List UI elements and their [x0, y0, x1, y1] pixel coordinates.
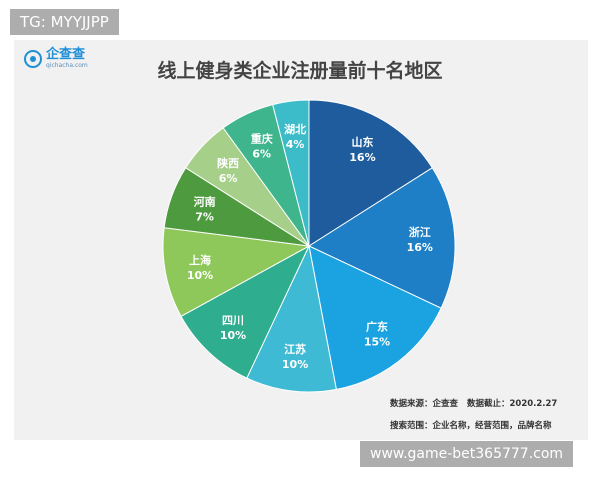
pie-slice-0 — [308, 99, 433, 247]
logo-url: qichacha.com — [46, 62, 88, 69]
slice-value-3: 10% — [282, 358, 308, 371]
slice-value-7: 6% — [219, 172, 238, 185]
slice-label-5: 上海 10% — [187, 253, 213, 282]
watermark-top: TG: MYYJJPP — [10, 9, 119, 35]
date-label: 数据截止：2020.2.27 — [466, 399, 558, 409]
slice-label-9: 湖北 4% — [284, 122, 306, 151]
slice-value-1: 16% — [407, 241, 433, 254]
pie-slice-9 — [272, 99, 310, 247]
slice-name-2: 广东 — [366, 320, 388, 334]
slice-value-9: 4% — [286, 138, 305, 151]
slice-label-6: 河南 7% — [194, 194, 216, 223]
slice-value-0: 16% — [349, 151, 375, 164]
slice-label-2: 广东 15% — [364, 320, 390, 349]
logo: 企查查 qichacha.com — [24, 48, 88, 69]
slice-label-7: 陕西 6% — [217, 156, 239, 185]
slice-value-6: 7% — [195, 210, 214, 223]
slice-name-6: 河南 — [194, 194, 216, 208]
slice-name-8: 重庆 — [251, 132, 273, 146]
logo-name: 企查查 — [46, 47, 86, 62]
slice-name-4: 四川 — [222, 314, 244, 327]
search-scope-line: 搜索范围：企业名称，经营范围，品牌名称 — [390, 419, 558, 431]
source-line: 数据来源：企查查 数据截止：2020.2.27 — [390, 397, 563, 409]
search-label: 搜索范围：企业名称，经营范围，品牌名称 — [390, 421, 552, 431]
source-label: 数据来源：企查查 — [390, 399, 459, 409]
slice-name-0: 山东 — [351, 135, 373, 149]
slice-value-2: 15% — [364, 336, 390, 349]
pie-slice-1 — [307, 167, 456, 309]
slice-value-8: 6% — [252, 148, 271, 161]
pie-slice-2 — [308, 245, 442, 390]
slice-value-5: 10% — [187, 269, 213, 282]
slice-label-0: 山东 16% — [349, 135, 375, 164]
slice-label-1: 浙江 16% — [407, 225, 433, 254]
pie-slice-3 — [246, 244, 337, 393]
slice-name-1: 浙江 — [409, 225, 431, 239]
slice-label-4: 四川 10% — [220, 314, 246, 342]
qichacha-logo-icon — [24, 49, 42, 68]
pie-slice-4 — [180, 244, 311, 379]
slice-label-3: 江苏 10% — [282, 342, 308, 371]
pie-slice-5 — [162, 227, 311, 318]
watermark-bottom: www.game-bet365777.com — [360, 441, 574, 467]
slice-name-5: 上海 — [189, 253, 211, 267]
slice-name-7: 陕西 — [217, 156, 239, 170]
slice-name-3: 江苏 — [284, 342, 306, 356]
logo-text: 企查查 qichacha.com — [46, 48, 88, 69]
chart-title: 线上健身类企业注册量前十名地区 — [157, 60, 443, 82]
slice-value-4: 10% — [220, 329, 246, 342]
slice-name-9: 湖北 — [284, 122, 306, 136]
slice-label-8: 重庆 6% — [251, 132, 273, 161]
